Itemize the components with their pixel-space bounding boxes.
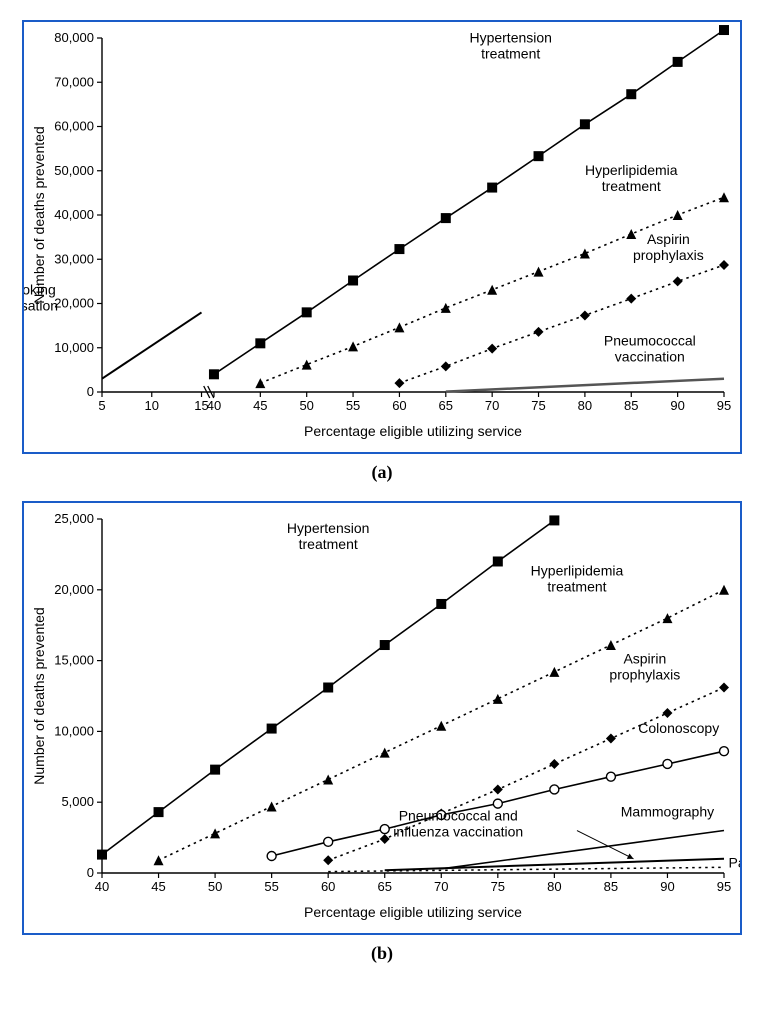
svg-text:85: 85 (624, 398, 638, 413)
svg-text:45: 45 (151, 879, 165, 894)
panel-a: 0 10,000 20,000 30,000 40,000 50,000 60,000 70,… (22, 20, 742, 454)
svg-text:65: 65 (377, 879, 391, 894)
svg-text:10: 10 (145, 398, 159, 413)
svg-text:40,000: 40,000 (54, 207, 94, 222)
svg-text:95: 95 (717, 879, 731, 894)
svg-text:60,000: 60,000 (54, 119, 94, 134)
svg-text:40: 40 (207, 398, 221, 413)
svg-text:Smoking: Smoking (24, 282, 56, 298)
svg-text:60: 60 (392, 398, 406, 413)
svg-text:Aspirin: Aspirin (647, 231, 690, 247)
svg-text:treatment: treatment (547, 579, 606, 595)
svg-text:0: 0 (87, 865, 94, 880)
svg-text:20,000: 20,000 (54, 582, 94, 597)
svg-text:70,000: 70,000 (54, 74, 94, 89)
svg-text:20,000: 20,000 (54, 296, 94, 311)
svg-text:25,000: 25,000 (54, 511, 94, 526)
svg-text:30,000: 30,000 (54, 251, 94, 266)
svg-text:Hyperlipidemia: Hyperlipidemia (531, 563, 624, 579)
svg-text:cessation: cessation (24, 298, 58, 314)
svg-text:Hypertension: Hypertension (469, 29, 552, 45)
svg-text:10,000: 10,000 (54, 340, 94, 355)
chart-b-svg: 0 5,000 10,000 15,000 20,000 25,000 40 45 50 55 60… (24, 503, 740, 933)
svg-text:Number of deaths prevented: Number of deaths prevented (31, 607, 47, 784)
svg-text:10,000: 10,000 (54, 723, 94, 738)
svg-text:75: 75 (491, 879, 505, 894)
svg-text:15,000: 15,000 (54, 653, 94, 668)
svg-text:50,000: 50,000 (54, 163, 94, 178)
svg-text:50: 50 (299, 398, 313, 413)
svg-text:5,000: 5,000 (61, 794, 94, 809)
svg-text:Aspirin: Aspirin (623, 650, 666, 666)
svg-text:Percentage eligible utilizing: Percentage eligible utilizing service (304, 423, 522, 439)
panel-a-label: (a) (22, 462, 742, 483)
svg-text:vaccination: vaccination (615, 349, 685, 365)
svg-text:treatment: treatment (299, 536, 358, 552)
svg-text:85: 85 (604, 879, 618, 894)
svg-text:55: 55 (264, 879, 278, 894)
panel-b-label: (b) (22, 943, 742, 964)
svg-text:40: 40 (95, 879, 109, 894)
svg-text:95: 95 (717, 398, 731, 413)
svg-text:Hyperlipidemia: Hyperlipidemia (585, 162, 678, 178)
svg-text:90: 90 (660, 879, 674, 894)
svg-text:0: 0 (87, 384, 94, 399)
svg-text:60: 60 (321, 879, 335, 894)
svg-text:Hypertension: Hypertension (287, 520, 370, 536)
svg-text:80: 80 (578, 398, 592, 413)
svg-text:45: 45 (253, 398, 267, 413)
svg-text:Percentage eligible utilizing: Percentage eligible utilizing service (304, 904, 522, 920)
svg-text:Pneumococcal and: Pneumococcal and (399, 808, 518, 824)
panel-b: 0 5,000 10,000 15,000 20,000 25,000 40 45 50 55 60… (22, 501, 742, 935)
svg-text:70: 70 (485, 398, 499, 413)
svg-text:Mammography: Mammography (621, 803, 714, 819)
chart-a-svg: 0 10,000 20,000 30,000 40,000 50,000 60,000 70,… (24, 22, 740, 452)
svg-text:prophylaxis: prophylaxis (609, 666, 680, 682)
svg-text:65: 65 (439, 398, 453, 413)
svg-text:treatment: treatment (481, 45, 540, 61)
svg-text:50: 50 (208, 879, 222, 894)
svg-text:Pap: Pap (729, 854, 740, 870)
svg-text:90: 90 (670, 398, 684, 413)
svg-text:Number of deaths prevented: Number of deaths prevented (31, 126, 47, 303)
svg-text:Colonoscopy: Colonoscopy (638, 720, 719, 736)
svg-text:80: 80 (547, 879, 561, 894)
svg-text:treatment: treatment (602, 178, 661, 194)
svg-text:prophylaxis: prophylaxis (633, 247, 704, 263)
svg-text:80,000: 80,000 (54, 30, 94, 45)
figure-container: 0 10,000 20,000 30,000 40,000 50,000 60,000 70,… (22, 20, 742, 964)
svg-text:70: 70 (434, 879, 448, 894)
svg-text:5: 5 (98, 398, 105, 413)
svg-text:influenza vaccination: influenza vaccination (393, 824, 523, 840)
svg-text:75: 75 (531, 398, 545, 413)
svg-text:55: 55 (346, 398, 360, 413)
svg-text:Pneumococcal: Pneumococcal (604, 333, 696, 349)
